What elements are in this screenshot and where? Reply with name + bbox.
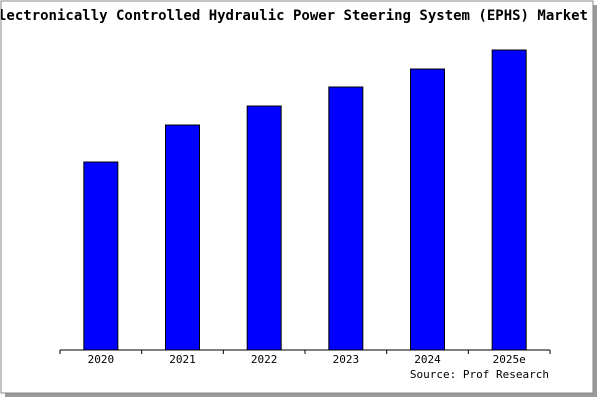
x-tick-label: 2020: [88, 353, 115, 366]
bar: [165, 124, 200, 351]
bar: [491, 49, 527, 351]
x-tick-label: 2021: [169, 353, 196, 366]
x-tick-label: 2025e: [493, 353, 526, 366]
bar: [328, 86, 364, 351]
x-tick-label: 2024: [414, 353, 441, 366]
x-tick-label: 2023: [333, 353, 360, 366]
bar: [246, 105, 282, 351]
bar: [410, 68, 445, 351]
bar: [83, 161, 119, 351]
title-clip: Electronically Controlled Hydraulic Powe…: [0, 8, 588, 24]
x-tick-label: 2022: [251, 353, 278, 366]
source-note: Source: Prof Research: [410, 368, 549, 381]
chart-title: Electronically Controlled Hydraulic Powe…: [0, 8, 588, 24]
